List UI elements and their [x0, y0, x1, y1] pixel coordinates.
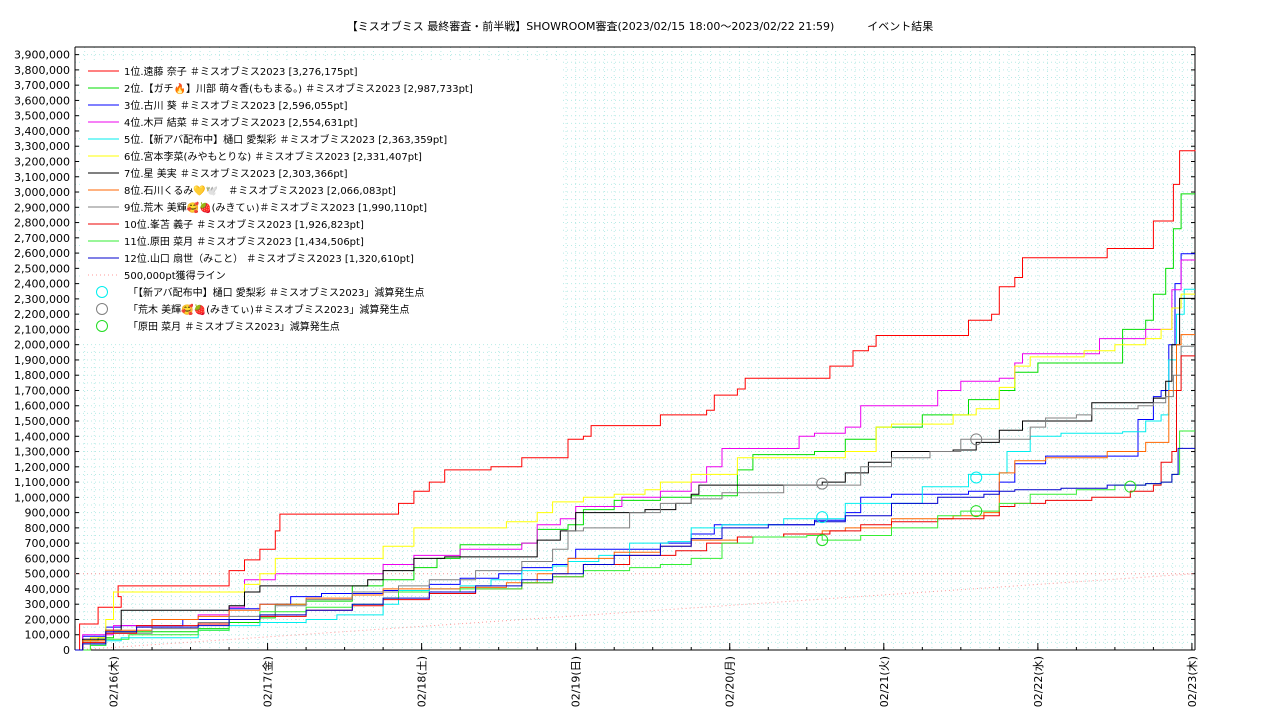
y-tick-label: 2,600,000	[14, 247, 70, 260]
y-tick-label: 2,200,000	[14, 308, 70, 321]
y-tick-label: 1,900,000	[14, 354, 70, 367]
x-tick-label: 02/17(金)	[261, 656, 275, 707]
legend-label: 8位.石川くるみ💛🕊️ ＃ミスオブミス2023 [2,066,083pt]	[124, 184, 396, 197]
y-tick-label: 1,400,000	[14, 430, 70, 443]
y-tick-label: 2,900,000	[14, 201, 70, 214]
y-tick-label: 2,500,000	[14, 262, 70, 275]
legend-marker	[96, 320, 108, 332]
legend-label: 5位.【新アバ配布中】樋口 愛梨彩 ＃ミスオブミス2023 [2,363,359…	[124, 133, 447, 146]
x-tick-label: 02/19(日)	[570, 656, 583, 707]
y-tick-label: 200,000	[25, 613, 71, 626]
y-tick-label: 400,000	[25, 583, 71, 596]
y-tick-label: 1,000,000	[14, 491, 70, 504]
legend-label: 1位.遠藤 奈子 ＃ミスオブミス2023 [3,276,175pt]	[124, 65, 358, 78]
legend-box	[80, 60, 560, 344]
y-tick-label: 300,000	[25, 598, 71, 611]
legend-label: 3位.古川 葵 ＃ミスオブミス2023 [2,596,055pt]	[124, 99, 348, 112]
legend-label: 「原田 菜月 ＃ミスオブミス2023」減算発生点	[128, 320, 340, 333]
deduction-marker	[970, 433, 983, 446]
y-tick-label: 3,500,000	[14, 110, 70, 123]
legend-label: 11位.原田 菜月 ＃ミスオブミス2023 [1,434,506pt]	[124, 235, 364, 248]
series-line-2	[75, 193, 1195, 651]
legend: 1位.遠藤 奈子 ＃ミスオブミス2023 [3,276,175pt] 2位.【ガチ…	[80, 60, 560, 344]
y-tick-label: 2,000,000	[14, 339, 70, 352]
y-tick-label: 3,700,000	[14, 79, 70, 92]
x-tick-label: 02/16(木)	[108, 656, 121, 707]
series-line-1	[75, 149, 1196, 651]
y-tick-label: 500,000	[25, 568, 71, 581]
y-tick-label: 3,900,000	[14, 49, 70, 62]
x-tick-label: 02/18(土)	[416, 656, 429, 707]
legend-label: 7位.星 美実 ＃ミスオブミス2023 [2,303,366pt]	[124, 167, 348, 180]
x-tick-label: 02/21(火)	[878, 656, 891, 707]
axes: 0 100,000 200,000 300,000 400,000 500,000 600,…	[14, 46, 1199, 707]
x-tick-label: 02/20(月)	[724, 656, 737, 707]
y-tick-label: 100,000	[25, 629, 71, 642]
series-line-9	[75, 345, 1195, 651]
legend-label: 6位.宮本李菜(みやもとりな) ＃ミスオブミス2023 [2,331,407pt…	[124, 150, 422, 163]
legend-label: 4位.木戸 結菜 ＃ミスオブミス2023 [2,554,631pt]	[124, 116, 358, 129]
y-tick-label: 2,400,000	[14, 278, 70, 291]
deduction-marker	[816, 511, 829, 524]
legend-label: 9位.荒木 美輝🥰🍓(みきてぃ)＃ミスオブミス2023 [1,990,110pt…	[124, 201, 427, 214]
y-tick-label: 1,300,000	[14, 446, 70, 459]
deduction-marker	[1124, 480, 1137, 493]
x-tick-label: 02/22(水)	[1032, 656, 1045, 707]
y-tick-label: 2,700,000	[14, 232, 70, 245]
y-tick-label: 1,600,000	[14, 400, 70, 413]
chart-title: 【ミスオブミス 最終審査・前半戦】SHOWROOM審査(2023/02/15 1…	[346, 20, 934, 33]
series-line-6	[75, 293, 1195, 651]
y-tick-label: 1,500,000	[14, 415, 70, 428]
y-tick-label: 800,000	[25, 522, 71, 535]
y-tick-label: 0	[63, 644, 70, 657]
legend-marker	[96, 286, 108, 298]
y-tick-label: 3,000,000	[14, 186, 70, 199]
y-tick-label: 3,400,000	[14, 125, 70, 138]
y-tick-label: 600,000	[25, 552, 71, 565]
deduction-marker	[970, 471, 983, 484]
y-tick-label: 1,200,000	[14, 461, 70, 474]
y-tick-label: 3,200,000	[14, 155, 70, 168]
legend-label: 2位.【ガチ🔥】川部 萌々香(ももまる。) ＃ミスオブミス2023 [2,987…	[124, 82, 473, 95]
y-tick-label: 1,800,000	[14, 369, 70, 382]
legend-marker	[96, 303, 108, 315]
legend-label: 500,000pt獲得ライン	[124, 269, 226, 282]
deduction-marker	[816, 477, 829, 490]
y-tick-label: 3,300,000	[14, 140, 70, 153]
y-tick-label: 1,700,000	[14, 384, 70, 397]
series-line-12	[75, 447, 1195, 651]
legend-label: 12位.山口 扇世（みこと） ＃ミスオブミス2023 [1,320,610pt]	[124, 252, 414, 265]
series-line-5	[75, 288, 1195, 651]
y-tick-label: 1,100,000	[14, 476, 70, 489]
series-lines	[75, 149, 1196, 651]
y-tick-label: 3,100,000	[14, 171, 70, 184]
deduction-markers	[816, 433, 1137, 547]
deduction-marker	[970, 505, 983, 518]
y-tick-label: 700,000	[25, 537, 71, 550]
y-tick-label: 2,800,000	[14, 217, 70, 230]
legend-label: 10位.峯苫 義子 ＃ミスオブミス2023 [1,926,823pt]	[124, 218, 364, 231]
legend-label: 「【新アバ配布中】樋口 愛梨彩 ＃ミスオブミス2023」減算発生点	[128, 286, 424, 299]
legend-label: 「荒木 美輝🥰🍓(みきてぃ)＃ミスオブミス2023」減算発生点	[128, 303, 409, 316]
y-tick-label: 2,300,000	[14, 293, 70, 306]
y-tick-label: 2,100,000	[14, 323, 70, 336]
y-tick-label: 3,800,000	[14, 64, 70, 77]
y-tick-label: 900,000	[25, 507, 71, 520]
reference-lines	[74, 573, 1196, 651]
x-tick-label: 02/23(木)	[1186, 656, 1199, 707]
y-tick-label: 3,600,000	[14, 94, 70, 107]
deduction-marker	[816, 534, 829, 547]
